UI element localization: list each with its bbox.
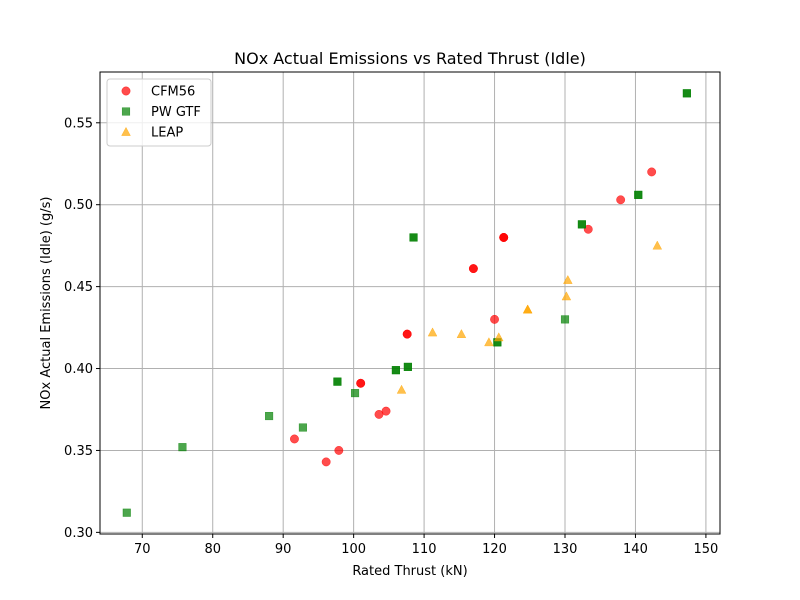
square-point — [265, 411, 274, 421]
legend: CFM56 PW GTF LEAP — [106, 78, 212, 147]
triangle-point — [652, 240, 663, 250]
legend-box — [106, 78, 212, 147]
circle-point — [499, 233, 509, 242]
circle-point — [402, 329, 412, 339]
square-point — [634, 190, 643, 199]
triangle-point — [493, 332, 504, 342]
y-tick-label: 0.35 — [64, 444, 93, 459]
square-point — [409, 233, 418, 242]
square-point — [682, 89, 691, 98]
x-tick-label: 140 — [623, 542, 648, 557]
triangle-point — [396, 384, 407, 394]
legend-triangle-marker — [121, 126, 131, 136]
x-axis-label: Rated Thrust (kN) — [352, 564, 467, 579]
triangle-point — [522, 304, 533, 314]
x-tick-label: 90 — [275, 542, 292, 557]
y-tick-label: 0.40 — [64, 362, 93, 377]
legend-label: LEAP — [151, 126, 183, 141]
series-cfm56 — [290, 167, 657, 467]
y-tick-label: 0.30 — [64, 526, 93, 541]
circle-point — [647, 167, 657, 177]
circle-point — [583, 224, 593, 234]
x-tick-label: 70 — [134, 542, 151, 557]
x-tick-label: 100 — [341, 542, 366, 557]
square-point — [122, 508, 131, 517]
square-point — [560, 315, 570, 324]
square-point — [403, 362, 412, 371]
series-leap — [396, 240, 663, 394]
axis-ticks: 70 80 90 100 110 120 130 140 150 0.30 0.35 0.40 0.45… — [64, 116, 718, 557]
series-pw-gtf — [122, 89, 691, 517]
circle-point — [381, 406, 391, 416]
circle-point — [468, 264, 478, 274]
legend-square-marker — [121, 107, 131, 116]
circle-point — [490, 314, 499, 324]
grid-lines — [100, 72, 720, 534]
y-axis-label: NOx Actual Emissions (Idle) (g/s) — [39, 197, 54, 410]
legend-circle-marker — [121, 86, 131, 96]
circle-point — [334, 445, 344, 455]
square-point — [391, 366, 400, 375]
x-tick-label: 110 — [412, 542, 437, 557]
y-tick-label: 0.50 — [64, 198, 93, 213]
circle-point — [616, 195, 626, 205]
x-tick-label: 120 — [482, 542, 507, 557]
legend-entry: CFM56 — [121, 85, 195, 100]
y-tick-label: 0.45 — [64, 280, 93, 295]
triangle-point — [563, 274, 573, 284]
circle-point — [356, 378, 366, 388]
chart-title: NOx Actual Emissions vs Rated Thrust (Id… — [234, 49, 586, 68]
x-tick-label: 150 — [693, 542, 718, 557]
y-tick-label: 0.55 — [64, 116, 93, 131]
square-point — [333, 377, 342, 386]
square-point — [577, 220, 586, 229]
triangle-point — [561, 291, 572, 301]
x-tick-label: 130 — [553, 542, 578, 557]
triangle-point — [427, 327, 438, 337]
circle-point — [290, 434, 299, 444]
square-point — [298, 423, 307, 432]
triangle-point — [484, 337, 494, 347]
legend-entry: PW GTF — [121, 105, 201, 120]
x-tick-label: 80 — [204, 542, 221, 557]
plot-area-frame — [99, 71, 721, 535]
square-point — [350, 389, 360, 398]
legend-label: PW GTF — [151, 105, 201, 120]
data-points — [122, 89, 691, 517]
triangle-point — [456, 328, 467, 338]
legend-entry: LEAP — [121, 126, 183, 141]
circle-point — [321, 457, 331, 467]
square-point — [178, 443, 187, 452]
legend-label: CFM56 — [151, 85, 195, 100]
